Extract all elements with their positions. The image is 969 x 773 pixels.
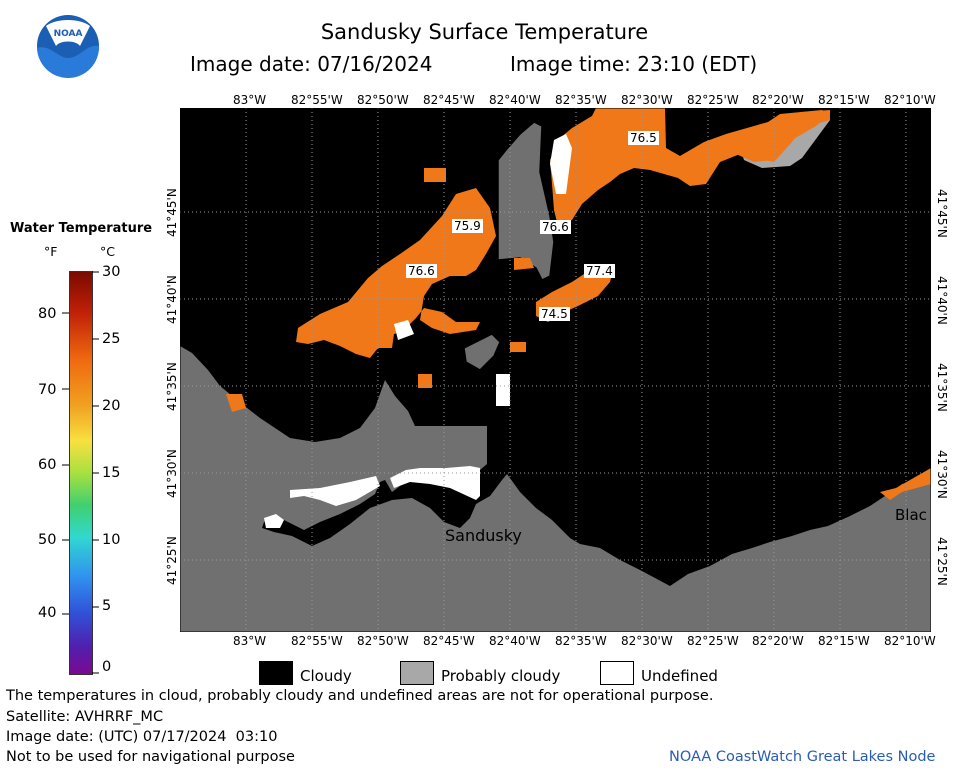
colorbar-f-tick: 60	[38, 457, 57, 473]
lon-label-bottom: 82°45'W	[423, 634, 475, 648]
legend-label-probably-cloudy: Probably cloudy	[441, 667, 561, 685]
lon-label-top: 83°W	[233, 93, 267, 107]
warm-water-area	[514, 258, 534, 270]
lon-label-top: 82°35'W	[555, 93, 607, 107]
lon-label-bottom: 82°30'W	[621, 634, 673, 648]
lon-label-top: 82°20'W	[752, 93, 804, 107]
map-title: Sandusky Surface Temperature	[320, 20, 649, 44]
lon-label-bottom: 82°55'W	[291, 634, 343, 648]
lat-label-right: 41°45'N	[935, 189, 949, 238]
lon-label-bottom: 82°15'W	[818, 634, 870, 648]
colorbar-c-tick: 5	[102, 598, 112, 614]
lat-label-left: 41°25'N	[165, 536, 179, 585]
colorbar-ticks	[62, 271, 99, 674]
image-time: Image time: 23:10 (EDT)	[510, 52, 758, 76]
legend-swatch-cloudy	[259, 661, 293, 685]
place-label-blac: Blac	[895, 506, 927, 524]
undefined-area	[394, 320, 414, 340]
undefined-area	[264, 514, 284, 528]
disclaimer-text: The temperatures in cloud, probably clou…	[6, 688, 714, 704]
nav-warning-text: Not to be used for navigational purpose	[6, 749, 295, 765]
warm-water-area	[418, 374, 432, 388]
lon-label-top: 82°50'W	[357, 93, 409, 107]
colorbar-unit-f: °F	[44, 244, 58, 259]
lon-label-bottom: 82°35'W	[555, 634, 607, 648]
colorbar-c-tick: 0	[102, 659, 112, 675]
warm-water-area	[424, 168, 446, 182]
lon-label-bottom: 82°50'W	[357, 634, 409, 648]
credit-text: NOAA CoastWatch Great Lakes Node	[669, 749, 936, 765]
legend-swatch-undefined	[600, 661, 634, 685]
lon-label-top: 82°55'W	[291, 93, 343, 107]
warm-water-area	[550, 134, 572, 194]
graticule	[180, 108, 931, 632]
lat-label-right: 41°35'N	[935, 363, 949, 412]
lat-label-right: 41°25'N	[935, 537, 949, 586]
temperature-label: 74.5	[539, 307, 570, 321]
colorbar-f-tick: 80	[38, 306, 57, 322]
colorbar-f-tick: 40	[38, 605, 57, 621]
legend-label-cloudy: Cloudy	[300, 667, 352, 685]
temperature-label: 77.4	[584, 264, 615, 278]
lon-label-top: 82°15'W	[818, 93, 870, 107]
probably-cloudy-area	[463, 333, 501, 371]
probably-cloudy-area	[497, 121, 555, 282]
colorbar-f-tick: 50	[38, 532, 57, 548]
warm-water-area	[226, 394, 246, 412]
colorbar-c-tick: 10	[102, 532, 121, 548]
temperature-label: 76.5	[628, 131, 659, 145]
lat-label-left: 41°35'N	[165, 362, 179, 411]
place-label-sandusky: Sandusky	[445, 526, 522, 545]
legend-label-undefined: Undefined	[641, 667, 718, 685]
noaa-logo: NOAA	[36, 14, 100, 79]
lon-label-bottom: 82°25'W	[687, 634, 739, 648]
lat-label-left: 41°45'N	[165, 188, 179, 237]
lon-label-bottom: 82°20'W	[752, 634, 804, 648]
svg-text:NOAA: NOAA	[54, 29, 83, 39]
lon-label-top: 82°30'W	[621, 93, 673, 107]
colorbar-c-tick: 25	[102, 331, 121, 347]
lon-label-top: 82°10'W	[884, 93, 936, 107]
undefined-area	[496, 374, 510, 406]
lat-label-left: 41°30'N	[165, 449, 179, 498]
temperature-label: 75.9	[452, 219, 483, 233]
warm-water-area	[510, 342, 526, 352]
undefined-area	[290, 476, 380, 506]
lon-label-bottom: 82°10'W	[884, 634, 936, 648]
colorbar-unit-c: °C	[100, 244, 115, 259]
lon-label-top: 82°45'W	[423, 93, 475, 107]
warm-water-area	[296, 188, 496, 358]
image-date: Image date: 07/16/2024	[190, 52, 433, 76]
map-panel	[180, 108, 931, 632]
temperature-label: 76.6	[406, 264, 437, 278]
warm-water-area	[680, 110, 830, 166]
lat-label-right: 41°30'N	[935, 450, 949, 499]
legend-swatch-probably-cloudy	[400, 661, 434, 685]
land-mass	[180, 346, 931, 632]
colorbar-c-tick: 15	[102, 465, 121, 481]
colorbar-f-tick: 70	[38, 382, 57, 398]
lon-label-bottom: 82°40'W	[489, 634, 541, 648]
lon-label-top: 82°25'W	[687, 93, 739, 107]
temperature-label: 76.6	[540, 220, 571, 234]
colorbar-title: Water Temperature	[10, 221, 153, 236]
colorbar-c-tick: 30	[102, 264, 121, 280]
undefined-area	[390, 466, 480, 500]
lat-label-right: 41°40'N	[935, 276, 949, 325]
lon-label-bottom: 83°W	[233, 634, 267, 648]
colorbar-c-tick: 20	[102, 398, 121, 414]
utc-date-text: Image date: (UTC) 07/17/2024 03:10	[6, 729, 278, 745]
lat-label-left: 41°40'N	[165, 275, 179, 324]
lon-label-top: 82°40'W	[489, 93, 541, 107]
satellite-text: Satellite: AVHRRF_MC	[6, 709, 164, 725]
